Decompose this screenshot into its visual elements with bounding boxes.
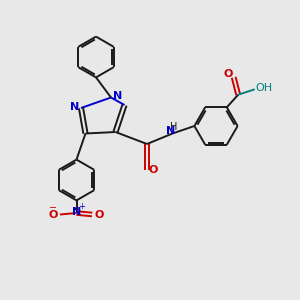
Text: N: N	[70, 102, 79, 112]
Text: −: −	[49, 203, 58, 214]
Text: +: +	[79, 202, 85, 211]
Text: H: H	[170, 122, 178, 132]
Text: O: O	[224, 69, 233, 79]
Text: OH: OH	[256, 83, 273, 93]
Text: N: N	[72, 207, 81, 217]
Text: O: O	[94, 209, 104, 220]
Text: O: O	[149, 165, 158, 175]
Text: N: N	[167, 125, 176, 136]
Text: O: O	[49, 209, 58, 220]
Text: N: N	[113, 91, 122, 101]
